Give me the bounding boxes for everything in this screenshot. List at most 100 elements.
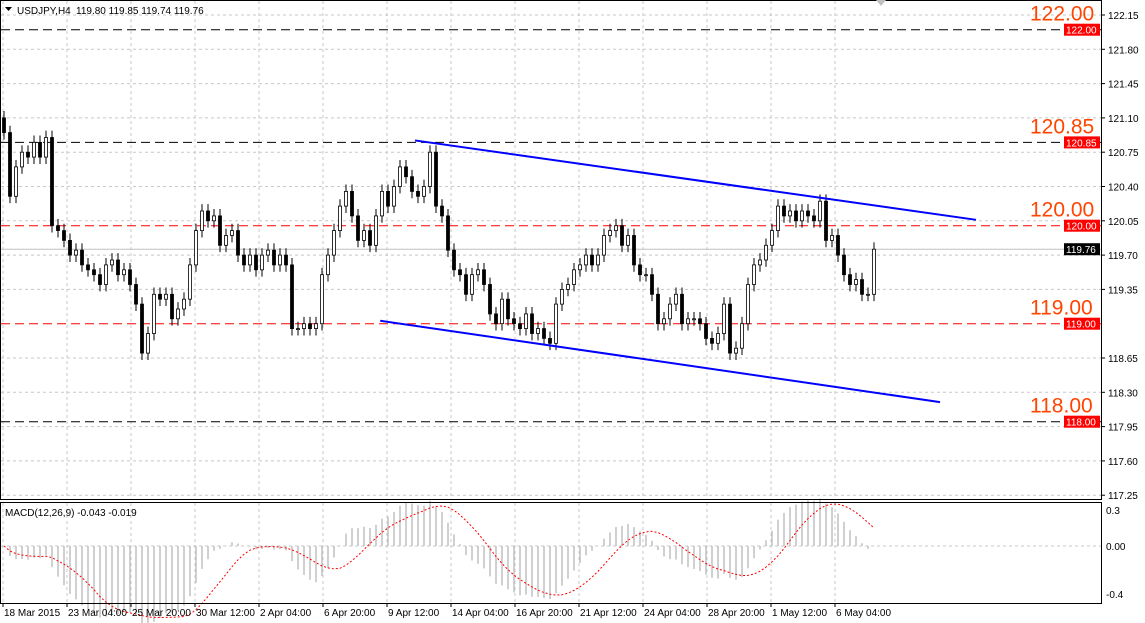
x-tick-label: 16 Apr 20:00 [516, 608, 573, 619]
candle-body [728, 303, 732, 354]
y-tick-label: 117.25 [1108, 491, 1138, 502]
candle-body [14, 166, 18, 197]
candle-body [758, 259, 762, 266]
y-tick-label: 121.80 [1108, 45, 1139, 56]
candle-body [368, 230, 372, 246]
candle-body [80, 249, 84, 266]
candle-body [602, 235, 606, 256]
candle-body [656, 293, 660, 325]
x-tick-label: 30 Mar 12:00 [196, 608, 255, 619]
candle-body [668, 303, 672, 320]
x-tick-label: 9 Apr 12:00 [388, 608, 440, 619]
candle-body [296, 328, 300, 331]
level-price-tag-text: 120.00 [1066, 222, 1097, 233]
candle-body [206, 210, 210, 222]
candle-body [872, 248, 876, 295]
candle-body [710, 337, 714, 344]
candle-body [440, 205, 444, 217]
candle-body [170, 293, 174, 320]
y-tick-label: 120.75 [1108, 148, 1139, 159]
candle-body [650, 274, 654, 295]
candle-body [824, 200, 828, 241]
candle-body [626, 235, 630, 246]
candle-body [98, 274, 102, 285]
x-tick-label: 28 Apr 20:00 [708, 608, 765, 619]
candle-body [122, 269, 126, 276]
candle-body [92, 269, 96, 276]
candle-body [596, 254, 600, 266]
candle-body [50, 137, 54, 227]
candle-body [848, 274, 852, 285]
level-price-tag [1064, 219, 1100, 232]
candle-body [260, 254, 264, 271]
candle-body [116, 259, 120, 276]
candle-body [770, 230, 774, 246]
y-tick-label: 119.35 [1108, 285, 1138, 296]
x-tick-label: 2 Apr 04:00 [260, 608, 312, 619]
candle-body [152, 293, 156, 334]
y-tick-label: 119.70 [1108, 251, 1138, 262]
candle-body [746, 284, 750, 325]
dropdown-triangle-icon[interactable] [5, 7, 12, 11]
x-tick-label: 21 Apr 12:00 [580, 608, 637, 619]
price-channel[interactable] [380, 139, 977, 404]
candle-body [380, 190, 384, 217]
candle-body [20, 151, 24, 168]
candle-body [548, 337, 552, 344]
level-label: 118.00 [1030, 395, 1093, 418]
candle-body [242, 254, 246, 266]
candle-body [2, 117, 6, 134]
candle-body [680, 293, 684, 325]
candle-body [644, 274, 648, 277]
candle-body [458, 269, 462, 276]
x-tick-label: 18 Mar 2015 [4, 608, 61, 619]
x-tick-label: 14 Apr 04:00 [452, 608, 509, 619]
chart-shift-marker-icon[interactable] [876, 0, 886, 6]
candle-body [356, 215, 360, 241]
candle-body [272, 249, 276, 266]
current-price-tag-text: 119.76 [1066, 245, 1096, 256]
candle-body [386, 190, 390, 207]
candle-body [158, 293, 162, 300]
candle-body [350, 190, 354, 217]
candle-body [38, 141, 42, 158]
candle-body [134, 284, 138, 305]
y-tick-label: 121.45 [1108, 80, 1139, 91]
x-tick-label: 24 Apr 04:00 [644, 608, 701, 619]
candle-body [764, 244, 768, 261]
x-tick-label: 1 May 12:00 [772, 608, 827, 619]
channel-line-lower [380, 319, 941, 404]
level-price-tag [1064, 415, 1100, 428]
candle-body [212, 215, 216, 222]
y-tick-label: 121.10 [1108, 114, 1139, 125]
level-price-tag-text: 120.85 [1066, 138, 1097, 149]
level-label: 122.00 [1030, 3, 1094, 26]
candle-body [776, 205, 780, 232]
candle-body [182, 298, 186, 310]
candle-body [818, 200, 822, 222]
macd-tick-label: 0.3 [1106, 506, 1120, 517]
candle-body [62, 230, 66, 241]
macd-indicator [3, 498, 875, 623]
candle-body [410, 176, 414, 192]
candle-body [146, 333, 150, 354]
candle-body [524, 313, 528, 329]
candle-body [332, 230, 336, 256]
candle-body [836, 235, 840, 256]
horizontal-levels: 122.00 120.85 120.00 119.00 118.00 [1, 3, 1101, 423]
candle-body [788, 210, 792, 217]
x-tick-label: 6 Apr 20:00 [324, 608, 376, 619]
candle-body [866, 293, 870, 296]
y-tick-label: 117.60 [1108, 457, 1138, 468]
candle-body [326, 254, 330, 276]
y-tick-label: 118.65 [1108, 354, 1138, 365]
candle-body [716, 333, 720, 344]
level-price-tag-text: 118.00 [1066, 418, 1096, 429]
candle-body [290, 264, 294, 329]
candle-body [188, 264, 192, 300]
candle-body [176, 308, 180, 320]
candle-body [392, 186, 396, 207]
candle-body [506, 298, 510, 320]
candle-body [374, 215, 378, 246]
